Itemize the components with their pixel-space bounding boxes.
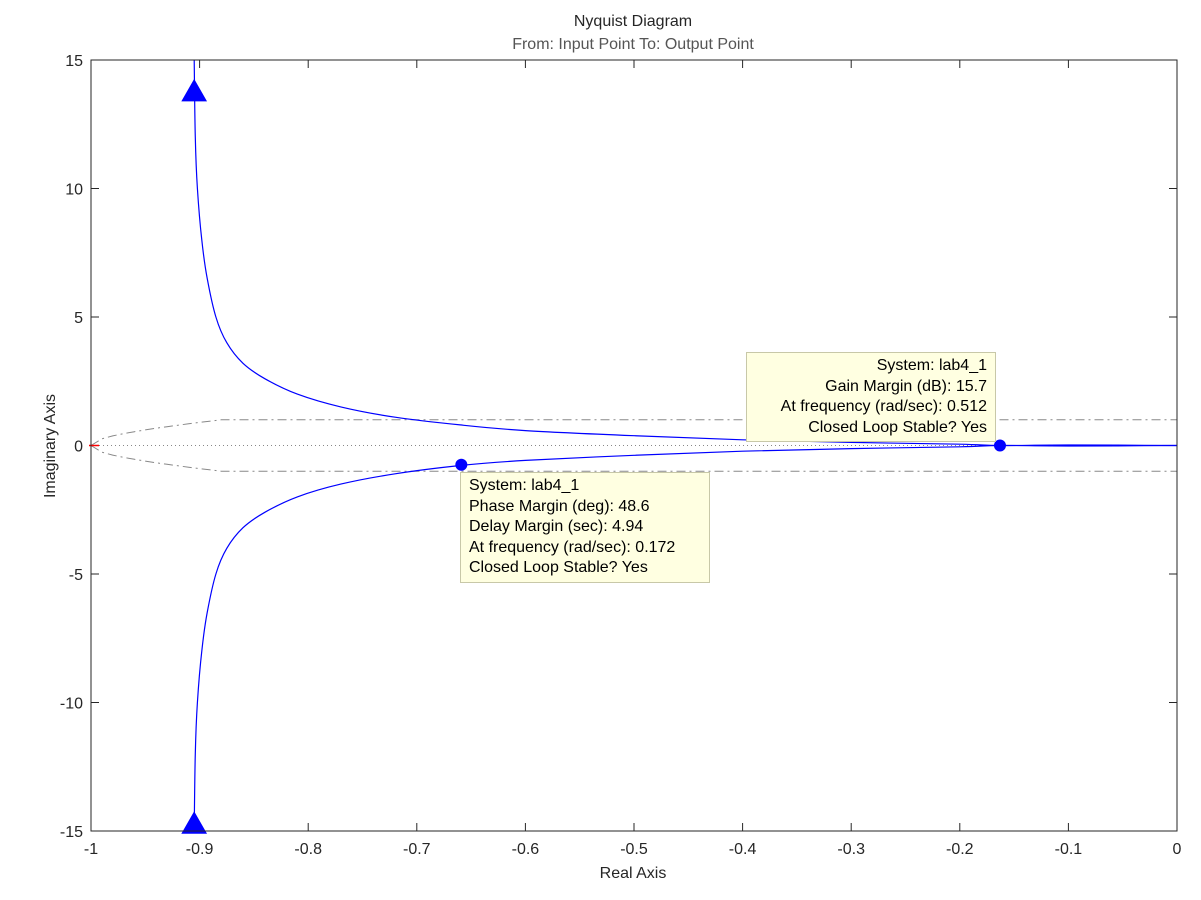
y-tick-label: -10 bbox=[60, 696, 83, 713]
lower-direction-arrow bbox=[181, 811, 208, 834]
chart-subtitle: From: Input Point To: Output Point bbox=[512, 36, 754, 53]
x-tick-label: -0.1 bbox=[1055, 841, 1083, 858]
y-tick-label: 10 bbox=[65, 182, 83, 199]
upper-nyquist-branch bbox=[193, 59, 1178, 447]
plot-area-frame bbox=[90, 59, 1178, 832]
y-tick-label: 0 bbox=[74, 439, 83, 456]
pm-value-text: Phase Margin (deg): 48.6 bbox=[469, 497, 650, 515]
phase-margin-tooltip[interactable]: System: lab4_1 Phase Margin (deg): 48.6 … bbox=[460, 472, 710, 583]
y-tick-label: 5 bbox=[74, 310, 83, 327]
margin-markers bbox=[181, 78, 1006, 834]
x-axis-label: Real Axis bbox=[600, 865, 667, 882]
pm-stable-text: Closed Loop Stable? Yes bbox=[469, 559, 648, 576]
phase-margin-marker bbox=[455, 458, 468, 471]
upper-direction-arrow bbox=[181, 78, 208, 102]
x-tick-label: -0.2 bbox=[946, 841, 974, 858]
x-tick-label: -1 bbox=[84, 841, 98, 858]
pm-delay-text: Delay Margin (sec): 4.94 bbox=[469, 518, 644, 535]
x-tick-label: -0.6 bbox=[512, 841, 540, 858]
y-tick-label: 15 bbox=[65, 53, 83, 70]
nyquist-curves bbox=[193, 59, 1178, 832]
x-tick-label: -0.9 bbox=[186, 841, 214, 858]
gm-system-text: System: lab4_1 bbox=[876, 357, 987, 374]
gm-value-text: Gain Margin (dB): 15.7 bbox=[825, 377, 987, 395]
band-upper-line bbox=[90, 419, 1177, 446]
x-tick-label: 0 bbox=[1173, 841, 1182, 858]
x-tick-label: -0.4 bbox=[729, 841, 757, 858]
x-tick-label: -0.3 bbox=[837, 841, 865, 858]
chart-title: Nyquist Diagram bbox=[574, 13, 692, 30]
gm-frequency-text: At frequency (rad/sec): 0.512 bbox=[780, 398, 987, 415]
y-axis-label: Imaginary Axis bbox=[42, 394, 59, 498]
gm-stable-text: Closed Loop Stable? Yes bbox=[808, 418, 987, 436]
y-tick-label: -5 bbox=[69, 567, 83, 584]
y-tick-label: -15 bbox=[60, 824, 83, 841]
band-lower-line bbox=[90, 445, 1177, 472]
axis-ticks: -1 -0.9 -0.8 -0.7 -0.6 -0.5 -0.4 -0.3 -0.2 -0.1 0 -… bbox=[60, 53, 1182, 858]
gain-margin-tooltip[interactable]: System: lab4_1 Gain Margin (dB): 15.7 At… bbox=[746, 352, 996, 442]
lower-nyquist-branch bbox=[193, 444, 1178, 832]
x-tick-label: -0.5 bbox=[620, 841, 648, 858]
gain-margin-marker bbox=[993, 439, 1006, 452]
x-tick-label: -0.7 bbox=[403, 841, 431, 858]
pm-frequency-text: At frequency (rad/sec): 0.172 bbox=[469, 538, 676, 556]
pm-system-text: System: lab4_1 bbox=[469, 477, 580, 494]
x-tick-label: -0.8 bbox=[294, 841, 322, 858]
